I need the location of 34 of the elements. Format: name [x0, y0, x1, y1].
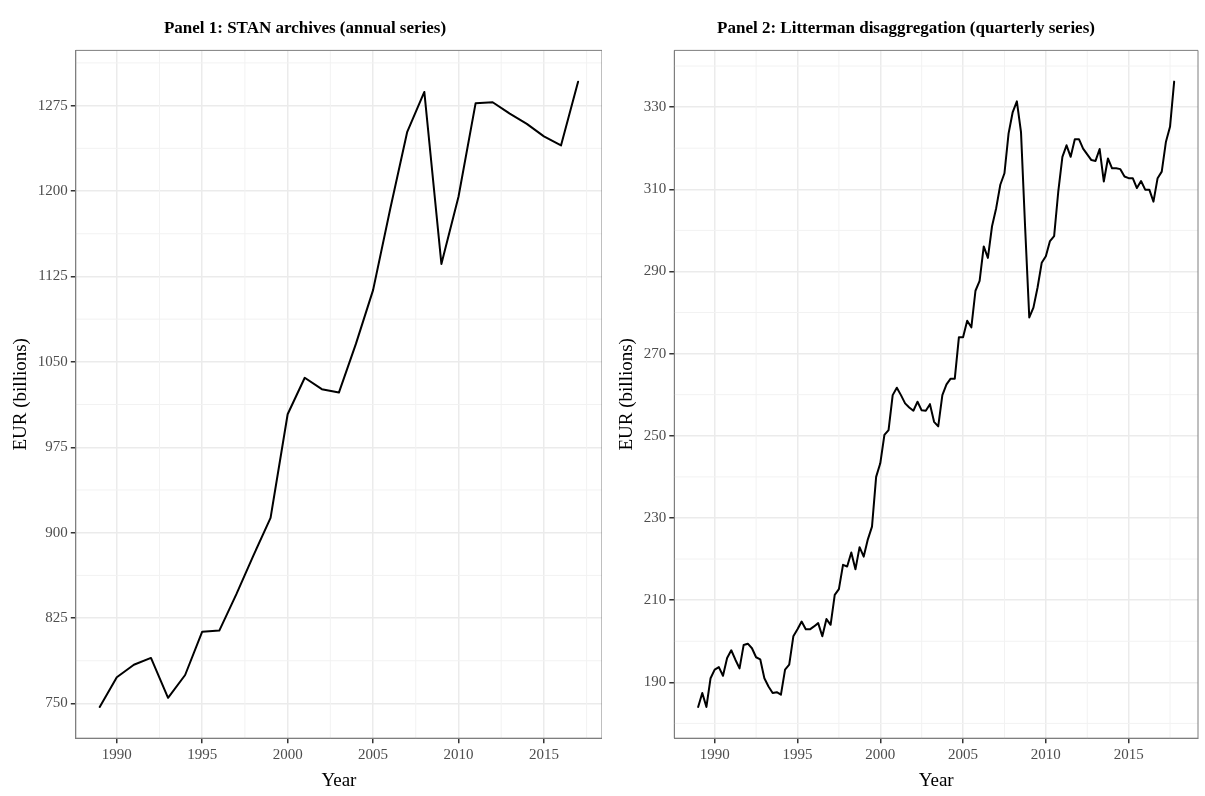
- y-tick-label: 750: [45, 694, 68, 711]
- y-tick-label: 1200: [37, 181, 68, 198]
- x-tick-label: 1995: [782, 746, 813, 763]
- x-tick-label: 2015: [1113, 746, 1144, 763]
- chart-title: Panel 1: STAN archives (annual series): [163, 17, 447, 37]
- x-tick-label: 2000: [272, 746, 303, 763]
- y-tick-label: 230: [643, 508, 667, 525]
- y-axis-title: EUR (billions): [9, 338, 32, 451]
- y-tick-label: 250: [643, 426, 667, 443]
- y-axis-title: EUR (billions): [615, 338, 638, 451]
- x-tick-label: 2010: [443, 746, 474, 763]
- y-tick-label: 900: [45, 523, 68, 540]
- y-tick-label: 330: [643, 98, 667, 115]
- x-tick-label: 1990: [101, 746, 132, 763]
- x-tick-label: 2000: [865, 746, 896, 763]
- x-tick-label: 2010: [1030, 746, 1061, 763]
- y-tick-label: 190: [643, 673, 667, 690]
- y-tick-label: 310: [643, 180, 667, 197]
- x-tick-label: 1990: [699, 746, 730, 763]
- x-tick-label: 2005: [948, 746, 979, 763]
- x-tick-label: 2015: [528, 746, 559, 763]
- y-tick-label: 825: [45, 609, 68, 625]
- chart-title: Panel 2: Litterman disaggregation (quarterly series): [717, 17, 1095, 37]
- y-tick-label: 1125: [38, 267, 68, 284]
- y-tick-label: 975: [45, 438, 68, 455]
- y-tick-label: 1050: [37, 352, 68, 369]
- y-tick-label: 290: [643, 262, 667, 279]
- x-tick-label: 2005: [358, 746, 389, 763]
- y-tick-label: 1275: [37, 96, 68, 113]
- y-tick-label: 210: [643, 591, 667, 608]
- x-axis-title: Year: [918, 768, 955, 790]
- x-axis-title: Year: [321, 768, 358, 790]
- y-tick-label: 270: [643, 344, 667, 361]
- x-tick-label: 1995: [187, 746, 218, 763]
